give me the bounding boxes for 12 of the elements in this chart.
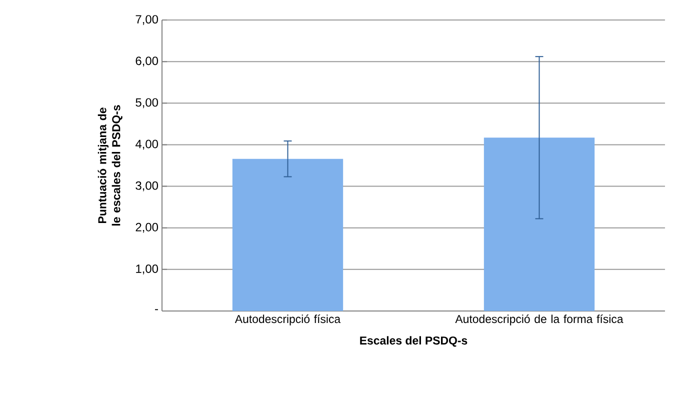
y-tick-label: 1,00 (136, 264, 158, 274)
y-tick-label: 7,00 (136, 15, 158, 25)
y-tick-label: - (155, 309, 158, 310)
x-tick-label: Autodescripció física (234, 314, 341, 326)
y-tick-label: 6,00 (136, 56, 158, 67)
y-tick-label: 4,00 (135, 140, 158, 150)
y-tick-label: 3,00 (136, 181, 158, 192)
y-axis-title: Puntuació mitjana de le escales del PSDQ-s (98, 105, 122, 226)
x-tick-label: Autodescripció de la forma física (455, 314, 624, 326)
y-tick-label: 2,00 (136, 222, 158, 233)
y-tick-label: 5,00 (136, 98, 158, 108)
x-axis-title: Escales del PSDQ-s (360, 336, 468, 347)
